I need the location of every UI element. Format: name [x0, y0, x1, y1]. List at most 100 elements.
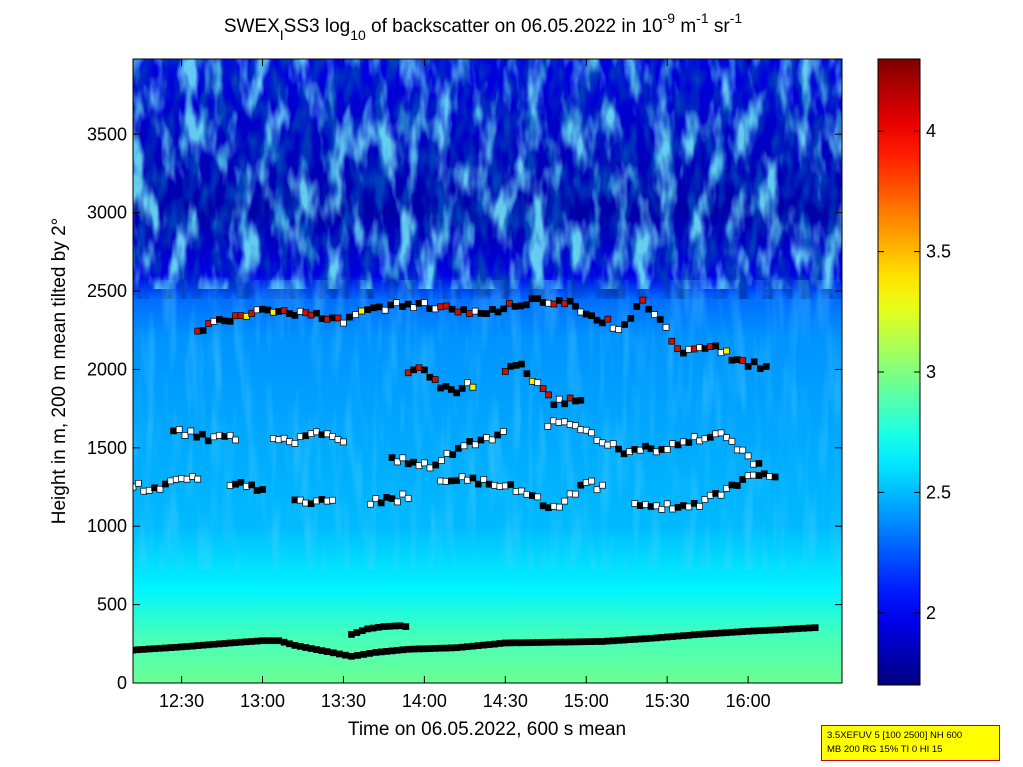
layer-marker [472, 441, 479, 449]
layer-marker [377, 499, 385, 507]
layer-marker [696, 502, 703, 510]
layer-marker [555, 503, 563, 511]
layer-marker [334, 314, 342, 322]
layer-marker [723, 434, 730, 441]
layer-marker [375, 303, 383, 311]
layer-marker [494, 308, 502, 316]
layer-marker [518, 360, 525, 368]
layer-marker [534, 493, 542, 501]
layer-marker [528, 295, 536, 303]
layer-marker [469, 383, 477, 391]
layer-marker [404, 300, 412, 308]
x-tick-label: 15:00 [564, 691, 609, 711]
layer-marker [511, 303, 519, 310]
layer-marker [750, 358, 758, 366]
layer-marker [499, 428, 507, 435]
layer-marker [194, 475, 202, 483]
layer-marker [340, 319, 347, 327]
layer-marker [394, 458, 401, 466]
y-tick-label: 1500 [87, 438, 127, 458]
layer-marker [627, 315, 635, 322]
layer-marker [534, 295, 542, 303]
layer-marker [483, 434, 490, 441]
layer-marker [561, 400, 569, 408]
layer-marker [226, 317, 234, 325]
layer-marker [572, 490, 579, 498]
layer-marker [291, 440, 299, 447]
layer-marker [545, 391, 552, 399]
layer-marker [458, 385, 466, 392]
layer-marker [442, 302, 450, 310]
layer-marker [566, 297, 574, 305]
layer-marker [690, 433, 698, 441]
layer-marker [653, 502, 660, 510]
layer-marker [358, 307, 365, 315]
layer-marker [480, 476, 488, 483]
layer-marker [204, 437, 212, 445]
colorbar-tick-label: 2.5 [926, 482, 951, 502]
layer-marker [402, 623, 410, 630]
layer-marker [393, 299, 400, 307]
layer-marker [572, 422, 579, 430]
layer-marker [394, 498, 401, 506]
layer-marker [313, 309, 320, 317]
layer-marker [794, 625, 802, 633]
layer-marker [588, 312, 595, 320]
layer-marker [561, 497, 569, 505]
layer-marker [517, 302, 525, 310]
layer-marker [469, 474, 477, 482]
layer-marker [615, 326, 622, 333]
layer-marker [421, 299, 428, 306]
layer-marker [728, 437, 736, 445]
layer-marker [381, 306, 389, 314]
info-line-2: MB 200 RG 15% TI 0 HI 15 [827, 744, 943, 755]
layer-marker [577, 396, 585, 404]
layer-marker [523, 370, 531, 377]
layer-marker [555, 418, 563, 426]
layer-marker [388, 454, 396, 461]
layer-marker [387, 301, 395, 309]
layer-marker [259, 486, 266, 493]
colorbar-tick-label: 4 [926, 121, 936, 141]
layer-marker [431, 376, 439, 383]
layer-marker [739, 476, 747, 483]
layer-marker [432, 461, 440, 469]
layer-marker [550, 417, 557, 425]
layer-marker [494, 431, 502, 439]
layer-marker [633, 303, 641, 310]
layer-marker [329, 649, 337, 657]
layer-marker [453, 477, 461, 484]
layer-marker [593, 486, 601, 494]
layer-marker [426, 464, 434, 472]
layer-marker [438, 457, 445, 464]
layer-marker [788, 625, 796, 633]
layer-marker [336, 650, 343, 658]
layer-marker [364, 306, 372, 313]
colorbar [877, 58, 921, 686]
layer-marker [588, 429, 595, 437]
info-line-1: 3.5XEFUV 5 [100 2500] NH 600 [827, 730, 963, 741]
layer-marker [744, 363, 752, 370]
layer-marker [460, 306, 468, 314]
layer-marker [811, 624, 819, 632]
layer-marker [156, 485, 164, 493]
layer-marker [744, 452, 752, 460]
layer-marker [534, 379, 542, 386]
layer-marker [348, 652, 355, 660]
layer-marker [488, 436, 496, 444]
layer-marker [555, 395, 563, 403]
layer-marker [599, 481, 606, 489]
layer-marker [232, 436, 239, 444]
layer-marker [756, 365, 764, 373]
layer-marker [550, 300, 558, 308]
layer-marker [663, 446, 671, 453]
layer-marker [399, 303, 406, 310]
layer-marker [806, 624, 813, 632]
layer-marker [366, 650, 374, 657]
layer-marker [572, 302, 579, 310]
cloud-texture-bright [133, 59, 842, 289]
layer-marker [723, 347, 730, 355]
x-tick-label: 16:00 [726, 691, 771, 711]
layer-marker [609, 440, 617, 448]
